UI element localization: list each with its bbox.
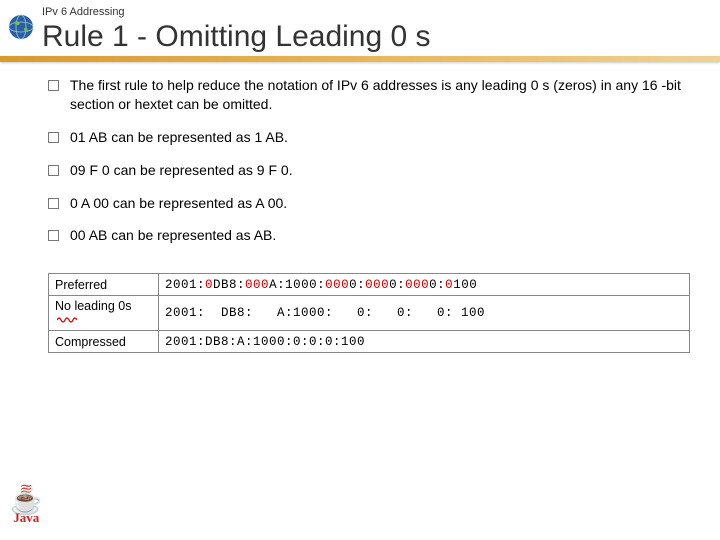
content-area: The first rule to help reduce the notati… <box>0 62 720 245</box>
address-table-wrap: Preferred2001:0DB8:000A:1000:0000:0000:0… <box>0 259 720 353</box>
row-value: 2001:0DB8:000A:1000:0000:0000:0000:0100 <box>159 274 690 296</box>
slide-subtitle: IPv 6 Addressing <box>42 6 720 18</box>
table-row: No leading 0s2001: DB8: A:1000: 0: 0: 0:… <box>49 296 690 331</box>
bullet-item: The first rule to help reduce the notati… <box>48 76 690 114</box>
bullet-item: 0 A 00 can be represented as A 00. <box>48 194 690 213</box>
row-label: Preferred <box>49 274 159 296</box>
bullet-item: 01 AB can be represented as 1 AB. <box>48 128 690 147</box>
squiggle-icon <box>57 316 77 324</box>
row-label: Compressed <box>49 331 159 353</box>
row-label: No leading 0s <box>49 296 159 331</box>
bullet-item: 09 F 0 can be represented as 9 F 0. <box>48 161 690 180</box>
java-logo: ≋ ☕ Java <box>10 485 42 526</box>
slide-title: Rule 1 - Omitting Leading 0 s <box>42 20 720 54</box>
table-row: Preferred2001:0DB8:000A:1000:0000:0000:0… <box>49 274 690 296</box>
globe-icon <box>6 12 36 42</box>
row-value: 2001:DB8:A:1000:0:0:0:100 <box>159 331 690 353</box>
bullet-item: 00 AB can be represented as AB. <box>48 226 690 245</box>
table-row: Compressed2001:DB8:A:1000:0:0:0:100 <box>49 331 690 353</box>
address-table: Preferred2001:0DB8:000A:1000:0000:0000:0… <box>48 273 690 353</box>
row-value: 2001: DB8: A:1000: 0: 0: 0: 100 <box>159 296 690 331</box>
